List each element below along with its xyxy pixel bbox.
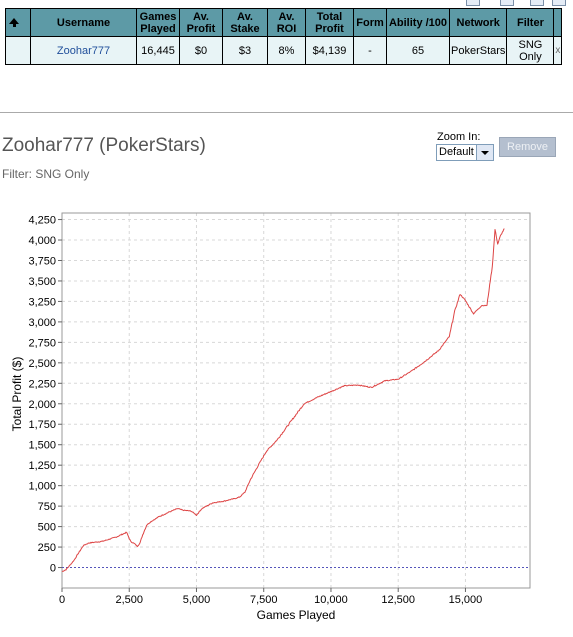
y-tick-label: 0 [50,563,56,575]
y-axis-title: Total Profit ($) [10,357,24,432]
total-profit-cell: $4,139 [305,36,354,65]
chart-grid [62,213,530,588]
filter-label: Filter: SNG Only [2,167,90,181]
player-stats-table: Username Games Played Av. Profit Av. Sta… [5,8,563,65]
sort-arrow-header[interactable] [5,8,31,37]
toolbar-icons [0,0,573,8]
y-tick-label: 2,250 [28,378,56,390]
username-link[interactable]: Zoohar777 [56,44,111,57]
y-tick-label: 2,500 [28,358,56,370]
games-played-cell: 16,445 [136,36,180,65]
header-games-played-label: Games Played [139,10,177,35]
av-roi-cell: 8% [267,36,306,65]
header-total-profit[interactable]: Total Profit [305,8,354,37]
export-icon[interactable] [466,0,480,6]
x-axis-title: Games Played [257,608,336,622]
x-tick-label: 10,000 [314,594,348,606]
remove-button[interactable]: Remove [499,137,556,157]
print-icon[interactable] [500,0,514,6]
network-cell: PokerStars [448,36,508,65]
plot-area [62,213,530,588]
refresh-icon[interactable] [530,0,544,6]
username-cell: Zoohar777 [30,36,137,65]
y-tick-label: 2,000 [28,399,56,411]
chevron-down-icon[interactable] [476,145,493,160]
filter-cell: SNG Only [506,36,555,65]
form-cell: - [353,36,387,65]
av-stake-cell: $3 [222,36,268,65]
y-tick-label: 750 [38,501,56,513]
y-tick-label: 3,750 [28,255,56,267]
series-line-total-profit [61,228,505,573]
close-icon[interactable] [552,0,566,6]
header-av-stake[interactable]: Av. Stake [222,8,268,37]
header-form[interactable]: Form [353,8,387,37]
header-username[interactable]: Username [30,8,137,37]
header-games-played[interactable]: Games Played [136,8,180,37]
section-divider [0,112,573,113]
y-tick-label: 1,000 [28,481,56,493]
y-tick-label: 2,750 [28,337,56,349]
header-total-profit-label: Total Profit [315,10,344,35]
y-tick-label: 4,000 [28,235,56,247]
x-tick-label: 15,000 [449,594,483,606]
header-av-profit[interactable]: Av. Profit [179,8,223,37]
x-tick-label: 2,500 [115,594,143,606]
page-title: Zoohar777 (PokerStars) [2,135,206,156]
y-tick-label: 3,500 [28,276,56,288]
sort-up-icon [9,17,19,27]
ability-cell: 65 [386,36,450,65]
x-tick-label: 0 [59,594,65,606]
header-av-roi[interactable]: Av. ROI [267,8,306,37]
table-header-row: Username Games Played Av. Profit Av. Sta… [5,8,563,37]
chart-axes [58,212,531,592]
header-av-roi-label: Av. ROI [276,10,297,35]
table-row: Zoohar777 16,445 $0 $3 8% $4,139 - 65 Po… [5,36,563,65]
plot-frame [61,212,531,589]
filter-cell-label: SNG Only [518,38,543,63]
row-spacer [5,36,31,65]
y-tick-label: 500 [38,522,56,534]
header-ability[interactable]: Ability /100 [386,8,450,37]
av-profit-cell: $0 [179,36,223,65]
x-tick-label: 12,500 [381,594,415,606]
y-tick-label: 3,250 [28,296,56,308]
header-av-profit-label: Av. Profit [186,10,216,35]
x-tick-label: 5,000 [183,594,211,606]
zoom-select-value: Default [439,146,474,158]
header-network[interactable]: Network [448,8,508,37]
y-tick-label: 1,250 [28,460,56,472]
zoom-label: Zoom In: [437,131,481,143]
y-tick-label: 1,500 [28,440,56,452]
x-tick-label: 7,500 [250,594,278,606]
zoom-select[interactable]: Default [436,144,494,161]
y-tick-label: 1,750 [28,419,56,431]
chart-series [61,228,505,573]
header-av-stake-label: Av. Stake [230,10,260,35]
y-tick-label: 250 [38,542,56,554]
header-remove [553,8,563,37]
chart-tick-labels: 0 2,500 5,000 7,500 10,000 12,500 15,000 0 250 50… [28,215,482,606]
header-filter[interactable]: Filter [506,8,555,37]
y-tick-label: 4,250 [28,215,56,227]
y-tick-label: 3,000 [28,317,56,329]
profit-chart: 0 2,500 5,000 7,500 10,000 12,500 15,000 0 250 50… [10,212,531,622]
remove-row-button[interactable]: x [553,36,563,65]
